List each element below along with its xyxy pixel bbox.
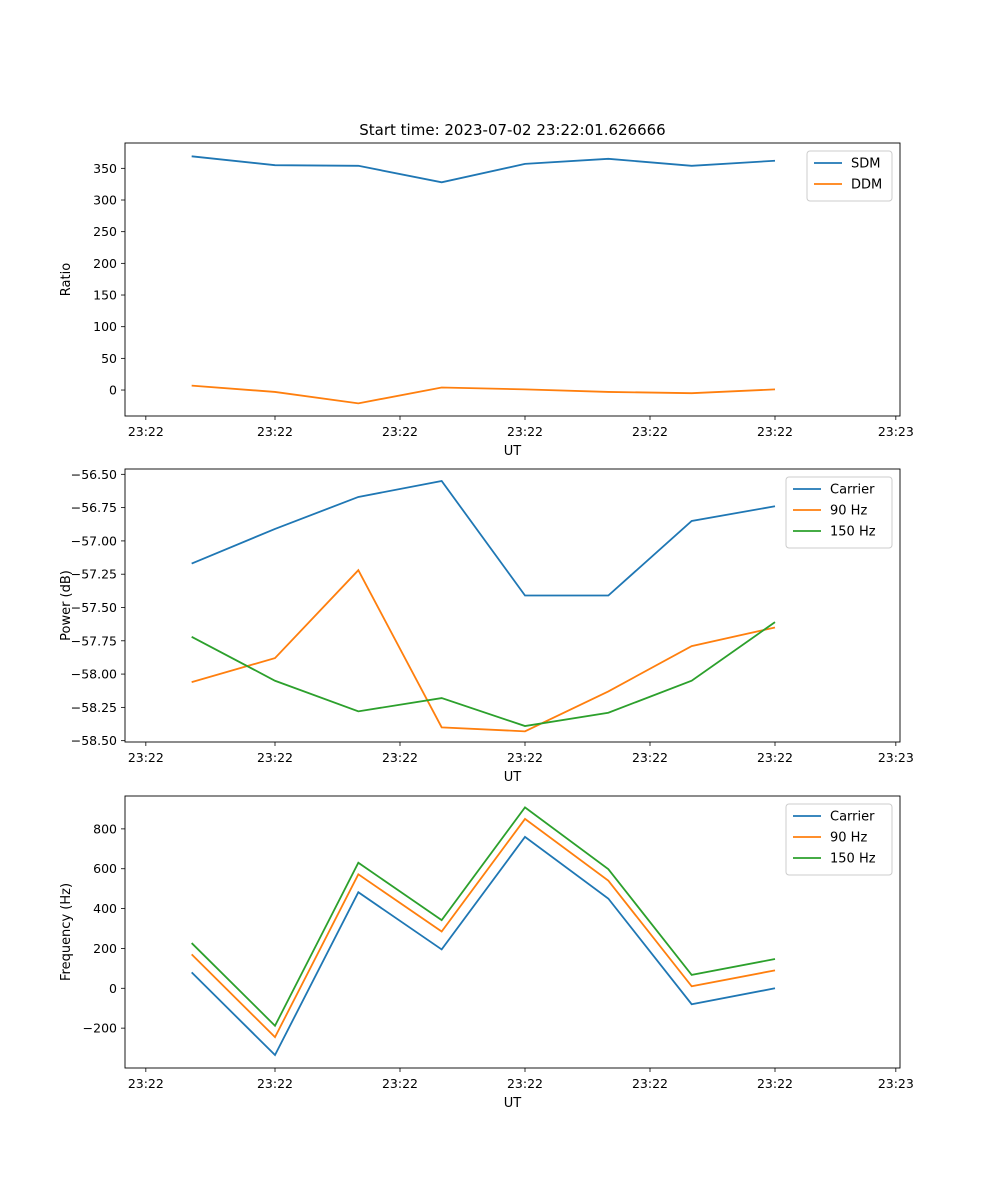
y-tick-label: 400 (93, 901, 117, 916)
series-line-carrier (191, 479, 776, 597)
legend-entry: SDM (851, 157, 880, 172)
y-tick-label: 0 (109, 383, 117, 398)
x-tick-label: 23:22 (757, 1076, 793, 1091)
y-tick-label: −58.00 (71, 667, 117, 682)
x-tick-label: 23:22 (757, 424, 793, 439)
x-tick-label: 23:22 (128, 750, 164, 765)
y-tick-label: 600 (93, 861, 117, 876)
x-tick-label: 23:22 (507, 424, 543, 439)
axes-frame (124, 468, 901, 743)
legend-entry: 150 Hz (830, 852, 876, 867)
y-tick-label: −58.25 (71, 700, 117, 715)
series-line-90-hz (191, 568, 776, 733)
x-tick-label: 23:22 (507, 1076, 543, 1091)
x-tick-label: 23:22 (632, 750, 668, 765)
y-tick-label: 200 (93, 941, 117, 956)
x-tick-label: 23:22 (382, 750, 418, 765)
y-tick-label: 150 (93, 288, 117, 303)
chart-title: Start time: 2023-07-02 23:22:01.626666 (359, 121, 665, 139)
y-tick-label: 0 (109, 981, 117, 996)
x-tick-label: 23:22 (757, 750, 793, 765)
y-tick-label: 300 (93, 193, 117, 208)
y-tick-label: 250 (93, 224, 117, 239)
axes-frame (124, 142, 901, 417)
y-tick-label: −57.25 (71, 567, 117, 582)
y-axis-label: Frequency (Hz) (59, 883, 74, 981)
legend-entry: 90 Hz (830, 504, 867, 519)
y-tick-label: 350 (93, 161, 117, 176)
x-axis-label: UT (504, 444, 522, 459)
y-tick-label: −56.75 (71, 500, 117, 515)
y-tick-label: −56.50 (71, 467, 117, 482)
x-tick-label: 23:22 (382, 424, 418, 439)
x-axis-label: UT (504, 1096, 522, 1111)
x-tick-label: 23:22 (257, 1076, 293, 1091)
y-axis-label: Ratio (59, 263, 74, 296)
y-axis-label: Power (dB) (59, 570, 74, 641)
y-tick-label: −57.50 (71, 600, 117, 615)
plot-area-1 (125, 143, 900, 416)
y-tick-label: 200 (93, 256, 117, 271)
legend-entry: Carrier (830, 810, 875, 825)
legend-entry: 150 Hz (830, 525, 876, 540)
legend-entry: DDM (851, 178, 882, 193)
series-line-150-hz (191, 621, 776, 727)
x-tick-label: 23:23 (878, 750, 914, 765)
plot-area-2 (125, 469, 900, 742)
series-line-carrier (191, 835, 776, 1057)
x-tick-label: 23:22 (257, 424, 293, 439)
x-tick-label: 23:23 (878, 424, 914, 439)
y-tick-label: −57.75 (71, 633, 117, 648)
y-tick-label: 100 (93, 319, 117, 334)
x-tick-label: 23:23 (878, 1076, 914, 1091)
x-tick-label: 23:22 (128, 424, 164, 439)
y-tick-label: −200 (83, 1021, 117, 1036)
y-tick-label: −57.00 (71, 533, 117, 548)
y-tick-label: 50 (101, 351, 117, 366)
x-tick-label: 23:22 (632, 424, 668, 439)
legend-entry: 90 Hz (830, 831, 867, 846)
x-tick-label: 23:22 (507, 750, 543, 765)
x-tick-label: 23:22 (382, 1076, 418, 1091)
x-tick-label: 23:22 (128, 1076, 164, 1091)
y-tick-label: −58.50 (71, 733, 117, 748)
x-tick-label: 23:22 (257, 750, 293, 765)
x-axis-label: UT (504, 770, 522, 785)
plot-area-3 (125, 796, 900, 1068)
legend-entry: Carrier (830, 483, 875, 498)
series-line-150-hz (191, 806, 776, 1028)
series-line-ddm (191, 384, 776, 405)
series-line-90-hz (191, 817, 776, 1039)
y-tick-label: 800 (93, 821, 117, 836)
x-tick-label: 23:22 (632, 1076, 668, 1091)
series-line-sdm (191, 155, 776, 184)
axes-frame (124, 795, 901, 1069)
